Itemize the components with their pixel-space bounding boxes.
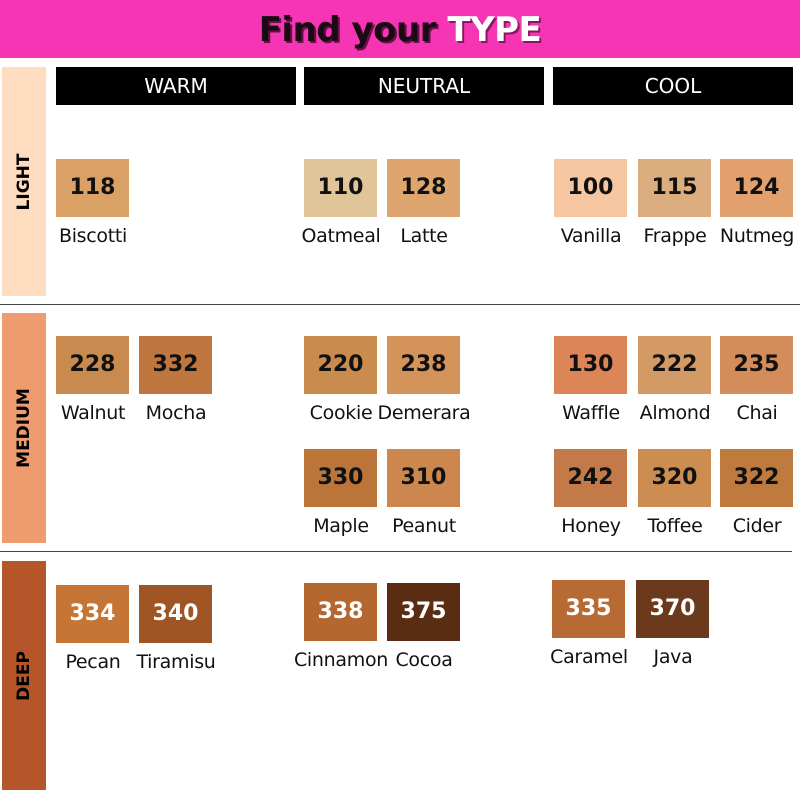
shade-name: Honey (561, 515, 621, 537)
row-label-medium: MEDIUM (14, 388, 34, 468)
shade-name: Maple (313, 515, 369, 537)
shade-swatch: 340 (139, 585, 212, 643)
shade-name: Almond (639, 402, 711, 424)
shade-name: Walnut (60, 402, 126, 424)
shade-name: Chai (736, 402, 778, 424)
shade-swatch: 238 (387, 336, 460, 394)
shade-swatch: 235 (720, 336, 793, 394)
shade-swatch: 124 (720, 159, 793, 217)
shade-name: Cocoa (395, 649, 453, 671)
shade-swatch: 322 (720, 449, 793, 507)
shade-swatch: 220 (304, 336, 377, 394)
shade-swatch: 118 (56, 159, 129, 217)
shade-swatch: 222 (638, 336, 711, 394)
shade-swatch: 130 (554, 336, 627, 394)
shade-swatch: 115 (638, 159, 711, 217)
shade-swatch: 228 (56, 336, 129, 394)
shade-name: Cookie (309, 402, 373, 424)
shade-swatch: 335 (552, 580, 625, 638)
shade-name: Cinnamon (293, 649, 389, 671)
column-header-warm: WARM (56, 67, 296, 105)
column-header-neutral: NEUTRAL (304, 67, 544, 105)
row-divider (0, 551, 792, 552)
page-title: Find your TYPE (0, 0, 800, 60)
shade-name: Vanilla (560, 225, 622, 247)
row-band-medium: MEDIUM (2, 313, 46, 543)
shade-name: Cider (732, 515, 782, 537)
shade-swatch: 320 (638, 449, 711, 507)
shade-swatch: 338 (304, 583, 377, 641)
shade-name: Mocha (145, 402, 207, 424)
shade-name: Peanut (392, 515, 456, 537)
shade-swatch: 375 (387, 583, 460, 641)
shade-name: Biscotti (58, 225, 128, 247)
title-banner: Find your TYPE (0, 0, 800, 58)
shade-swatch: 128 (387, 159, 460, 217)
shade-name: Java (653, 646, 693, 668)
row-label-light: LIGHT (14, 153, 34, 210)
shade-name: Toffee (647, 515, 703, 537)
shade-name: Latte (400, 225, 448, 247)
row-divider (0, 304, 800, 305)
shade-swatch: 334 (56, 585, 129, 643)
shade-swatch: 110 (304, 159, 377, 217)
shade-swatch: 332 (139, 336, 212, 394)
shade-name: Demerara (377, 402, 471, 424)
column-header-cool: COOL (553, 67, 793, 105)
shade-name: Caramel (550, 646, 628, 668)
shade-swatch: 370 (636, 580, 709, 638)
shade-swatch: 310 (387, 449, 460, 507)
title-part1: Find your (258, 10, 437, 50)
row-band-light: LIGHT (2, 67, 46, 296)
row-label-deep: DEEP (14, 650, 34, 701)
shade-swatch: 242 (554, 449, 627, 507)
row-band-deep: DEEP (2, 561, 46, 790)
shade-name: Waffle (562, 402, 620, 424)
shade-name: Frappe (643, 225, 707, 247)
shade-name: Pecan (65, 651, 121, 673)
shade-name: Tiramisu (136, 651, 216, 673)
title-part2: TYPE (447, 10, 542, 50)
shade-name: Nutmeg (719, 225, 795, 247)
shade-swatch: 100 (554, 159, 627, 217)
shade-swatch: 330 (304, 449, 377, 507)
shade-name: Oatmeal (301, 225, 381, 247)
